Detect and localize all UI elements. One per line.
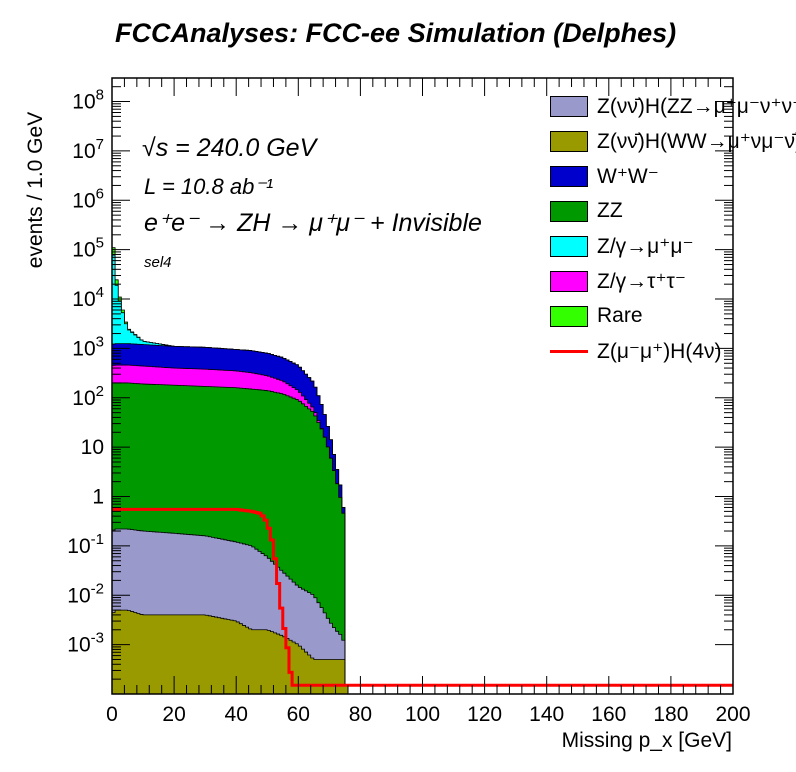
bar-zh-ww [112,609,733,694]
x-axis-label: Missing p_x [GeV] [561,729,732,752]
legend-label: Z(μ⁻μ⁺)H(4ν) [597,340,722,363]
x-tick-label: 0 [106,703,118,726]
x-tick-label: 60 [287,703,310,726]
y-axis-label: events / 1.0 GeV [24,111,47,269]
y-tick-label: 10 [81,436,104,459]
x-tick-label: 40 [225,703,248,726]
x-tick-label: 180 [653,703,688,726]
legend-line [550,350,588,353]
legend-swatch [550,271,588,292]
legend-swatch [550,201,588,222]
process-annotation: e⁺e⁻ → ZH → μ⁺μ⁻ + Invisible [144,209,482,237]
legend-swatch [550,306,588,327]
y-tick-label: 10-3 [67,630,104,657]
y-tick-label: 107 [72,136,104,163]
y-tick-label: 103 [72,333,104,360]
selection-annotation: sel4 [144,254,172,271]
x-tick-label: 200 [715,703,750,726]
legend-label: Z(νν̄)H(ZZ→μ⁺μ⁻ν⁺ν⁻) [597,95,796,118]
y-tick-label: 105 [72,235,104,262]
legend-label: Rare [597,304,643,327]
luminosity-annotation: L = 10.8 ab⁻¹ [144,174,274,199]
y-tick-label: 104 [72,284,104,311]
x-tick-label: 120 [467,703,502,726]
legend-label: Z/γ→μ⁺μ⁻ [597,235,694,258]
x-tick-label: 80 [349,703,372,726]
y-tick-label: 102 [72,383,104,410]
chart-title: FCCAnalyses: FCC-ee Simulation (Delphes) [115,18,677,48]
legend-swatch [550,166,588,187]
legend-label: Z/γ→τ⁺τ⁻ [597,270,686,293]
x-tick-label: 160 [591,703,626,726]
legend-label: ZZ [597,199,623,222]
x-tick-label: 20 [162,703,185,726]
axes-layer: 0 20 40 60 80 100 120 140 160 180 200 10-3 10-2 10-1 1… [67,78,751,726]
x-tick-label: 100 [405,703,440,726]
y-tick-label: 10-2 [67,580,104,607]
legend-swatch [550,236,588,257]
y-tick-label: 1 [92,486,104,509]
legend-label: Z(νν̄)H(WW→μ⁺νμ⁻ν̄) [597,130,796,153]
energy-annotation: √s = 240.0 GeV [142,134,317,162]
x-tick-label: 140 [529,703,564,726]
signal-line [112,507,733,687]
legend-swatch [550,131,588,152]
y-tick-label: 106 [72,185,104,212]
histogram-layer [112,247,733,694]
y-tick-label: 108 [72,87,104,114]
y-tick-label: 10-1 [67,531,104,558]
legend-swatch [550,96,588,117]
legend-label: W⁺W⁻ [597,165,659,188]
